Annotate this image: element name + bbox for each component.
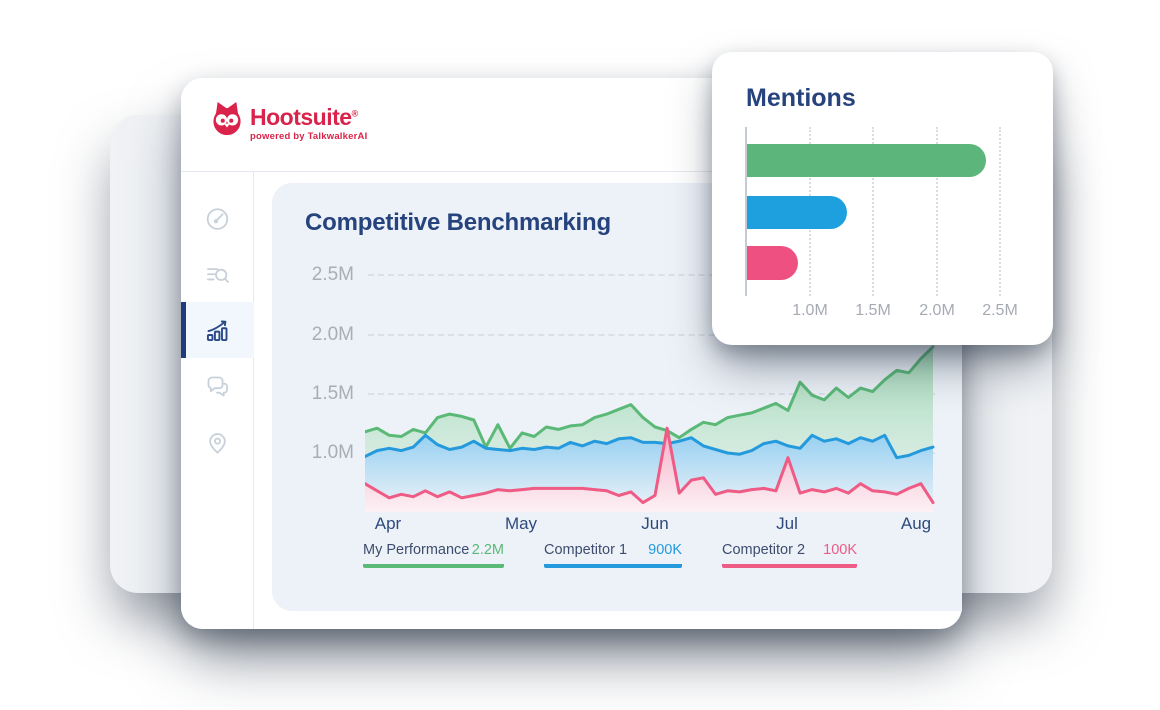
panel-title: Competitive Benchmarking — [305, 209, 611, 236]
brand-text: Hootsuite® powered by TalkwalkerAI — [250, 100, 368, 143]
x-axis-label: Jul — [776, 514, 798, 533]
gridline — [999, 127, 1001, 296]
x-axis-label: Apr — [374, 514, 402, 533]
mentions-card: Mentions 1.0M 1.5M 2.0M 2.5M — [712, 52, 1053, 345]
x-axis-label: Aug — [900, 514, 932, 533]
legend-label: My Performance — [363, 542, 470, 558]
owl-icon — [213, 102, 241, 136]
location-pin-icon — [209, 432, 226, 454]
brand-wordmark: Hootsuite® — [250, 104, 359, 130]
y-axis-label: 1.5M — [311, 383, 354, 404]
legend-value: 100K — [823, 542, 857, 558]
gridline — [936, 127, 938, 296]
sidebar-item-conversations[interactable] — [181, 358, 254, 414]
registered-mark: ® — [351, 108, 359, 119]
benchmark-line-chart[interactable] — [365, 265, 935, 512]
bar-my-performance[interactable] — [747, 144, 986, 177]
x-axis-label: May — [504, 514, 538, 533]
y-axis-line — [745, 127, 747, 296]
brand-tagline: powered by TalkwalkerAI — [250, 131, 368, 142]
x-axis-label: 1.5M — [855, 302, 891, 319]
benchmark-panel: Competitive Benchmarking 2.5M 2.0M 1.5M … — [272, 183, 962, 611]
chat-bubbles-icon — [207, 376, 228, 397]
gridline — [368, 393, 935, 395]
y-axis-label: 1.0M — [311, 442, 354, 463]
x-axis-label: 2.0M — [919, 302, 955, 319]
legend-item-competitor-2[interactable]: Competitor 2 100K — [722, 542, 857, 568]
hootsuite-logo[interactable]: Hootsuite® powered by TalkwalkerAI — [210, 100, 367, 142]
y-axis-label: 2.0M — [311, 324, 354, 345]
sidebar-nav — [181, 172, 254, 629]
sidebar-item-dashboard[interactable] — [181, 190, 254, 246]
sidebar-item-locations[interactable] — [181, 414, 254, 470]
x-axis-label: 2.5M — [982, 302, 1018, 319]
x-axis-label: 1.0M — [792, 302, 828, 319]
bar-competitor-1[interactable] — [747, 196, 847, 229]
bar-competitor-2[interactable] — [747, 246, 798, 280]
gauge-icon — [206, 207, 229, 230]
gridline — [872, 127, 874, 296]
sidebar-item-analytics[interactable] — [181, 302, 254, 358]
legend-item-competitor-1[interactable]: Competitor 1 900K — [544, 542, 682, 568]
legend-label: Competitor 2 — [722, 542, 806, 558]
legend-label: Competitor 1 — [544, 542, 628, 558]
gridline — [368, 334, 935, 336]
legend-value: 900K — [648, 542, 682, 558]
sidebar-item-search[interactable] — [181, 246, 254, 302]
legend-item-my-performance[interactable]: My Performance 2.2M — [363, 542, 504, 568]
legend-value: 2.2M — [471, 542, 504, 558]
gridline — [368, 274, 935, 276]
x-axis-label: Jun — [641, 514, 669, 533]
analytics-trend-icon — [206, 320, 228, 341]
search-list-icon — [207, 267, 229, 283]
mentions-title: Mentions — [746, 84, 856, 112]
y-axis-label: 2.5M — [311, 264, 354, 285]
